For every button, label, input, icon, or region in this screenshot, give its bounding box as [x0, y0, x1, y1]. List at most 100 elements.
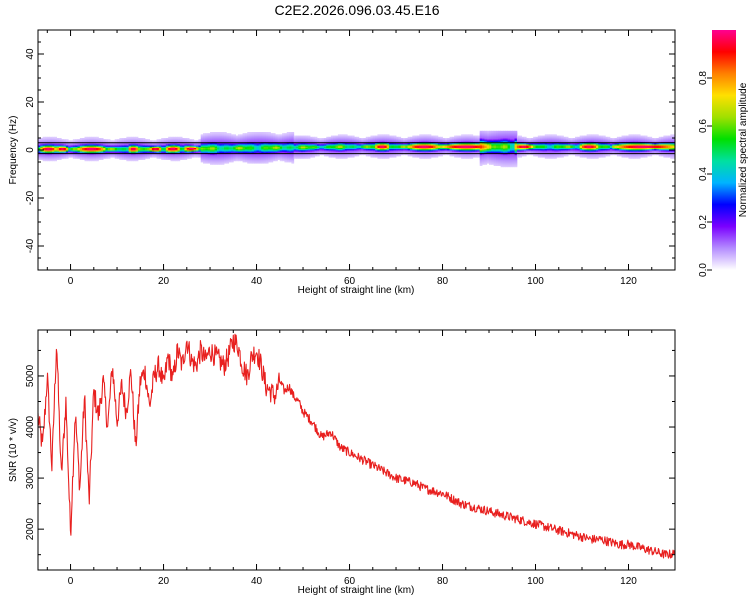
heatmap-cell [244, 135, 248, 138]
heatmap-cell [416, 153, 420, 156]
heatmap-cell [272, 134, 276, 136]
heatmap-cell [189, 144, 192, 146]
heatmap-cell [186, 140, 190, 142]
heatmap-cell [203, 136, 206, 139]
heatmap-cell [382, 151, 385, 153]
heatmap-cell [272, 135, 276, 138]
heatmap-cell [602, 147, 606, 150]
heatmap-cell [458, 142, 462, 145]
heatmap-cell [247, 162, 250, 164]
heatmap-cell [370, 154, 374, 157]
heatmap-cell [147, 146, 150, 148]
heatmap-cell [217, 139, 220, 141]
heatmap-cell [228, 147, 232, 150]
heatmap-cell [186, 148, 190, 151]
heatmap-cell [419, 140, 422, 142]
heatmap-cell [284, 159, 288, 162]
heatmap-cell [595, 136, 599, 139]
heatmap-cell [363, 147, 367, 150]
heatmap-cell [479, 148, 483, 151]
heatmap-cell [47, 145, 51, 147]
heatmap-cell [200, 157, 204, 159]
heatmap-cell [191, 145, 195, 147]
heatmap-cell [472, 142, 476, 145]
heatmap-cell [416, 154, 420, 157]
heatmap-cell [191, 156, 195, 158]
heatmap-cell [523, 147, 527, 150]
heatmap-cell [595, 146, 599, 148]
heatmap-cell [263, 134, 267, 136]
heatmap-cell [419, 153, 422, 156]
heatmap-cell [142, 147, 146, 150]
heatmap-cell [114, 151, 118, 153]
heatmap-cell [298, 144, 302, 146]
heatmap-cell [340, 145, 343, 147]
heatmap-cell [558, 148, 562, 151]
heatmap-cell [240, 150, 243, 152]
heatmap-cell [65, 157, 69, 159]
heatmap-cell [535, 138, 539, 140]
heatmap-cell [230, 159, 234, 162]
heatmap-cell [588, 147, 592, 150]
heatmap-cell [537, 156, 541, 158]
heatmap-cell [284, 157, 288, 159]
heatmap-cell [207, 146, 211, 148]
heatmap-cell [58, 153, 62, 156]
heatmap-cell [210, 158, 213, 160]
heatmap-cell [316, 151, 320, 153]
heatmap-cell [326, 146, 329, 148]
heatmap-cell [79, 157, 83, 159]
heatmap-cell [182, 157, 185, 159]
heatmap-cell [144, 144, 148, 146]
heatmap-cell [598, 139, 601, 141]
heatmap-cell [447, 144, 450, 146]
heatmap-cell [68, 142, 71, 145]
heatmap-cell [168, 150, 171, 152]
heatmap-cell [310, 142, 313, 145]
heatmap-cell [277, 157, 281, 159]
heatmap-cell [256, 136, 260, 139]
heatmap-cell [316, 154, 320, 157]
heatmap-cell [284, 151, 288, 153]
heatmap-cell [637, 157, 641, 159]
heatmap-cell [470, 154, 474, 157]
heatmap-cell [44, 139, 48, 141]
heatmap-cell [407, 144, 411, 146]
heatmap-cell [565, 139, 569, 141]
heatmap-cell [595, 144, 599, 146]
heatmap-cell [258, 142, 262, 145]
heatmap-cell [412, 156, 416, 158]
heatmap-cell [558, 140, 562, 142]
heatmap-cell [56, 139, 60, 141]
heatmap-cell [584, 151, 588, 153]
heatmap-cell [205, 159, 209, 162]
heatmap-cell [286, 158, 290, 160]
heatmap-cell [544, 157, 548, 159]
heatmap-cell [40, 158, 44, 160]
heatmap-cell [621, 147, 625, 150]
heatmap-cell [342, 147, 346, 150]
heatmap-cell [586, 150, 590, 152]
heatmap-cell [296, 151, 299, 153]
heatmap-cell [563, 151, 567, 153]
heatmap-cell [149, 142, 153, 145]
heatmap-cell [412, 153, 416, 156]
heatmap-cell [110, 140, 113, 142]
heatmap-cell [263, 140, 267, 142]
heatmap-cell [337, 135, 341, 138]
heatmap-cell [633, 138, 636, 140]
heatmap-cell [189, 154, 192, 157]
heatmap-cell [265, 157, 269, 159]
heatmap-cell [470, 146, 474, 148]
heatmap-cell [310, 148, 313, 151]
heatmap-cell [244, 159, 248, 162]
heatmap-cell [521, 154, 525, 157]
heatmap-cell [207, 151, 211, 153]
heatmap-cell [154, 144, 157, 146]
heatmap-cell [163, 151, 167, 153]
heatmap-cell [498, 154, 502, 157]
heatmap-cell [498, 145, 502, 147]
heatmap-cell [82, 148, 85, 151]
heatmap-cell [147, 139, 150, 141]
heatmap-cell [203, 158, 206, 160]
